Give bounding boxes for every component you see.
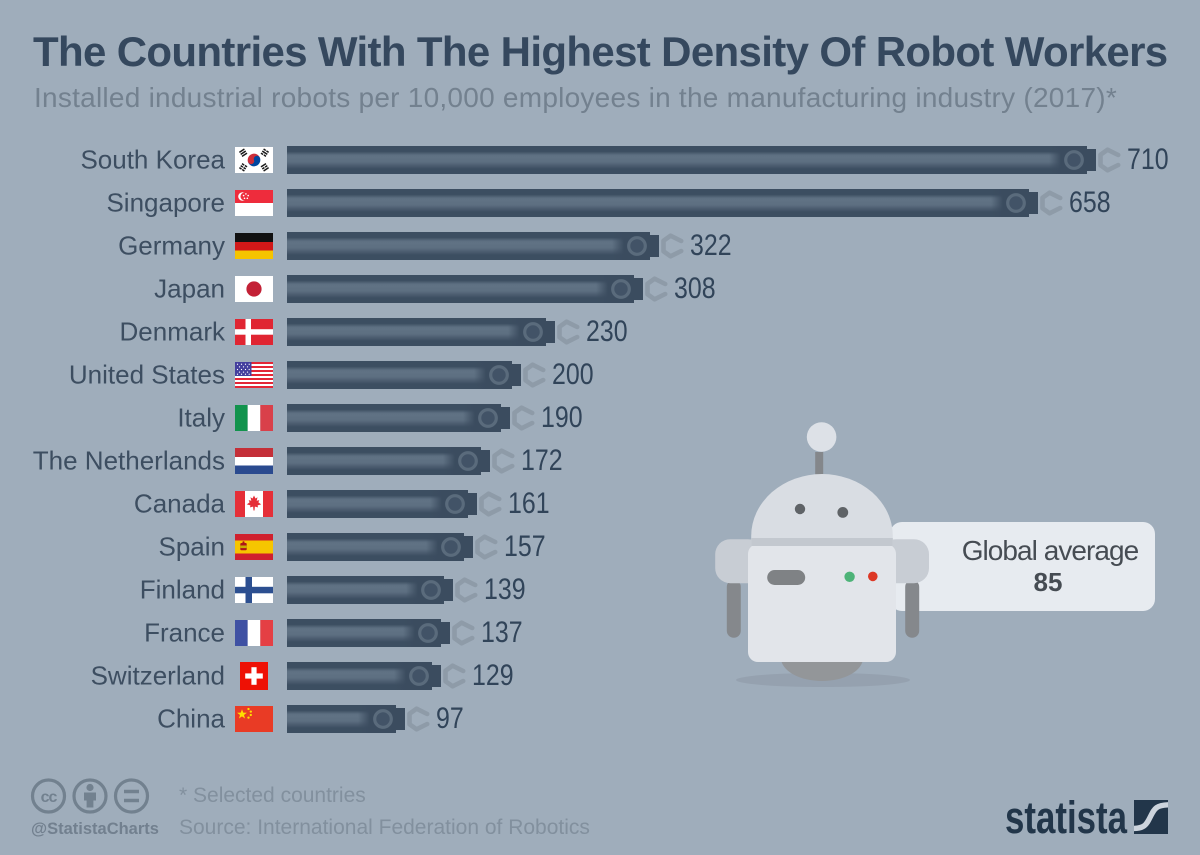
svg-text:statista: statista bbox=[1005, 795, 1128, 840]
svg-text:Global average: Global average bbox=[962, 535, 1139, 566]
svg-text:cc: cc bbox=[41, 789, 58, 806]
svg-text:85: 85 bbox=[1034, 567, 1063, 597]
